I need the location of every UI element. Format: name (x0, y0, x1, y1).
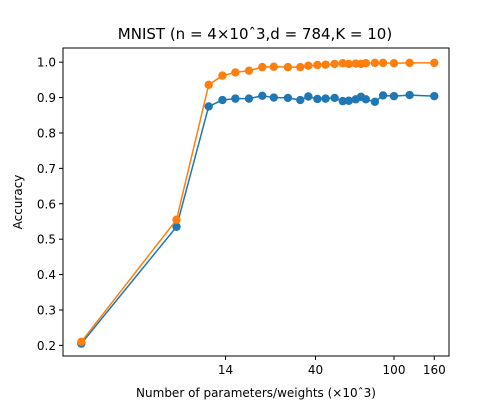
series-2-point (344, 59, 353, 69)
series-1-point (244, 94, 254, 103)
y-axis: 0.2 0.3 0.4 0.5 0.6 0.7 0.8 0.9 1.0 (37, 56, 63, 353)
y-tick-label: 0.8 (37, 126, 56, 140)
y-tick-label: 0.7 (37, 162, 56, 176)
series-1-point (231, 94, 240, 103)
series-1-point (258, 91, 267, 100)
series-2-point (269, 62, 279, 71)
x-tick-label: 40 (308, 363, 323, 377)
series-2-point (430, 58, 439, 68)
plot-frame (62, 47, 450, 357)
chart-title: MNIST (n = 4×10ˆ3,d = 784,K = 10) (118, 25, 392, 43)
series-2-point (330, 59, 339, 69)
y-tick-label: 0.9 (37, 91, 56, 105)
series-2-point (244, 66, 254, 75)
series-1-point (338, 96, 347, 106)
series-2-point (405, 58, 414, 68)
series-1-point (283, 93, 293, 103)
series-1-point (361, 95, 371, 104)
series-2-point (321, 60, 330, 69)
y-tick-label: 0.4 (37, 268, 56, 282)
series-1-point (330, 93, 339, 103)
series-2-point (258, 62, 267, 72)
y-tick-label: 0.5 (37, 233, 56, 247)
series-2-point (389, 59, 399, 68)
series-2-point (283, 62, 293, 72)
series-1-point (218, 95, 227, 105)
series-1-point (370, 97, 380, 107)
series-1-point (296, 95, 305, 105)
series-2-point (218, 71, 227, 80)
series-1-point (204, 102, 213, 111)
y-tick-label: 1.0 (37, 56, 56, 70)
series-2-point (361, 59, 371, 68)
series-1-point (269, 93, 279, 102)
series-1-point (389, 91, 399, 101)
x-tick-label: 14 (218, 363, 233, 377)
series-1-point (304, 92, 313, 101)
series-1-point (430, 91, 439, 101)
series-2-point (231, 68, 240, 77)
y-tick-label: 0.2 (37, 339, 56, 353)
plot-area (77, 58, 439, 348)
x-tick-label: 100 (383, 363, 406, 377)
series-2-point (370, 58, 380, 68)
series-2-point (77, 337, 86, 347)
x-axis-label: Number of parameters/weights (×10ˆ3) (136, 386, 376, 400)
series-2-point (172, 215, 181, 224)
series-1-point (321, 94, 330, 103)
y-tick-label: 0.3 (37, 303, 56, 317)
x-axis: 14 40 100 160 (218, 356, 446, 377)
x-tick-label: 160 (423, 363, 446, 377)
series-1-point (172, 222, 181, 231)
series-1-point (378, 91, 388, 100)
series-2-point (378, 58, 388, 68)
series-2-point (313, 60, 322, 70)
series-1-point (405, 90, 414, 100)
series-1-point (313, 94, 322, 104)
series-1-point (344, 96, 353, 105)
series-2-point (304, 61, 313, 70)
y-tick-label: 0.6 (37, 197, 56, 211)
series-2-point (204, 80, 213, 90)
series-2-point (296, 62, 305, 72)
y-axis-label: Accuracy (11, 175, 25, 230)
